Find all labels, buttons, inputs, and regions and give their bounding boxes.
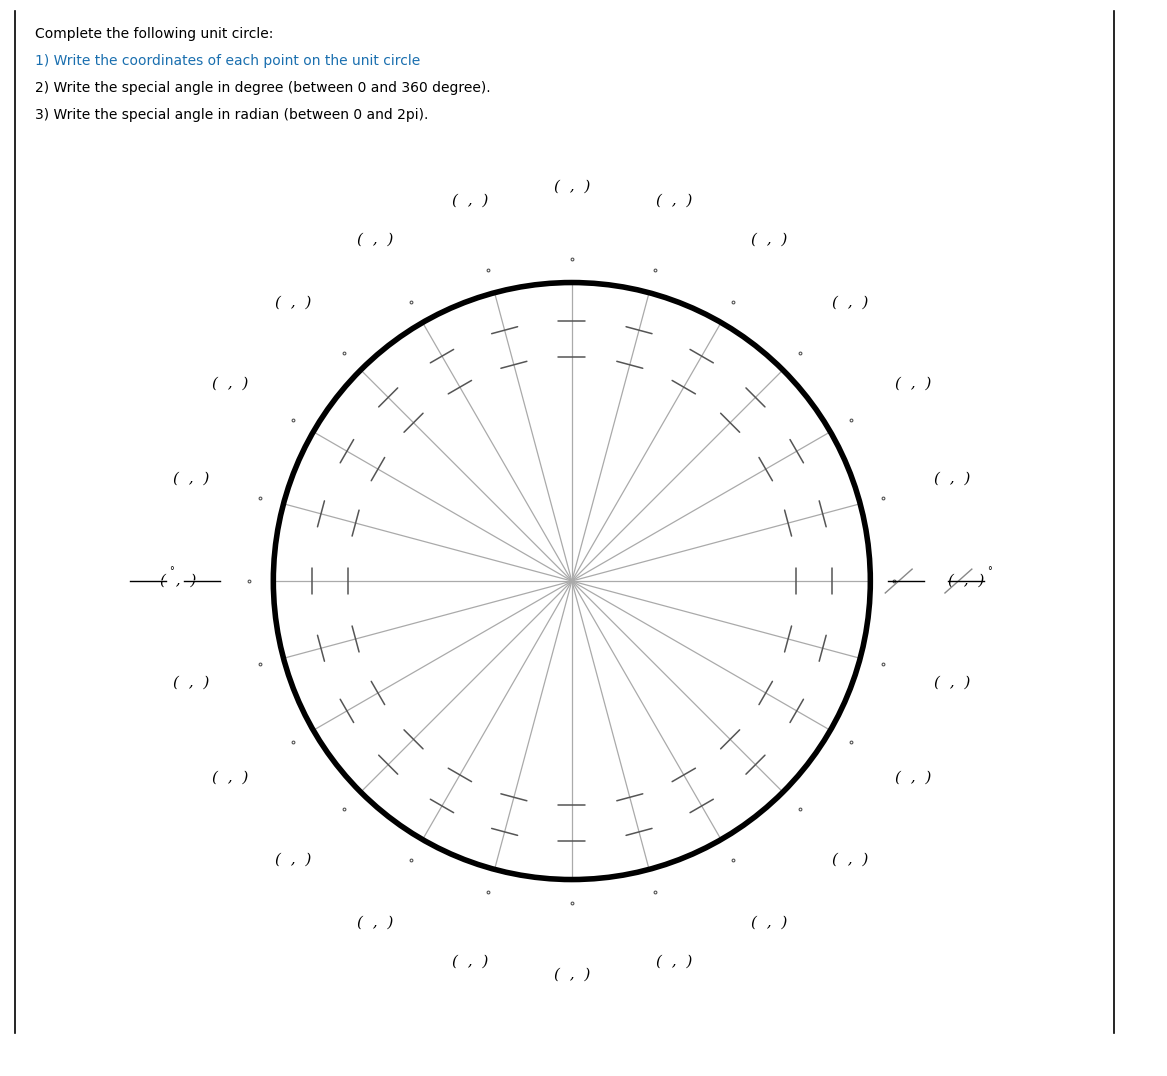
Text: (  ,  ): ( , ) — [173, 676, 209, 690]
Text: (  ,  ): ( , ) — [212, 377, 249, 391]
Text: (  ,  ): ( , ) — [750, 916, 787, 930]
Text: 1) Write the coordinates of each point on the unit circle: 1) Write the coordinates of each point o… — [35, 54, 420, 68]
Text: (  ,  ): ( , ) — [948, 574, 984, 589]
Text: (  ,  ): ( , ) — [357, 916, 393, 930]
Text: (  ,  ): ( , ) — [452, 194, 488, 208]
Text: (  ,  ): ( , ) — [452, 954, 488, 968]
Text: (  ,  ): ( , ) — [656, 194, 692, 208]
Text: (  ,  ): ( , ) — [275, 852, 312, 866]
Text: (  ,  ): ( , ) — [275, 296, 312, 310]
Text: (  ,  ): ( , ) — [832, 296, 868, 310]
Text: (  ,  ): ( , ) — [357, 232, 393, 246]
Text: 2) Write the special angle in degree (between 0 and 360 degree).: 2) Write the special angle in degree (be… — [35, 81, 490, 95]
Text: (  ,  ): ( , ) — [935, 676, 971, 690]
Text: °: ° — [987, 567, 992, 577]
Text: (  ,  ): ( , ) — [212, 771, 249, 785]
Text: Complete the following unit circle:: Complete the following unit circle: — [35, 27, 273, 41]
Text: (  ,  ): ( , ) — [160, 574, 196, 589]
Text: °: ° — [169, 567, 174, 577]
Text: 3) Write the special angle in radian (between 0 and 2pi).: 3) Write the special angle in radian (be… — [35, 108, 428, 122]
Text: (  ,  ): ( , ) — [553, 968, 591, 982]
Text: (  ,  ): ( , ) — [832, 852, 868, 866]
Text: (  ,  ): ( , ) — [895, 771, 931, 785]
Text: (  ,  ): ( , ) — [750, 232, 787, 246]
Text: (  ,  ): ( , ) — [935, 472, 971, 486]
Text: (  ,  ): ( , ) — [553, 180, 591, 194]
Text: (  ,  ): ( , ) — [895, 377, 931, 391]
Text: (  ,  ): ( , ) — [656, 954, 692, 968]
Text: (  ,  ): ( , ) — [173, 472, 209, 486]
